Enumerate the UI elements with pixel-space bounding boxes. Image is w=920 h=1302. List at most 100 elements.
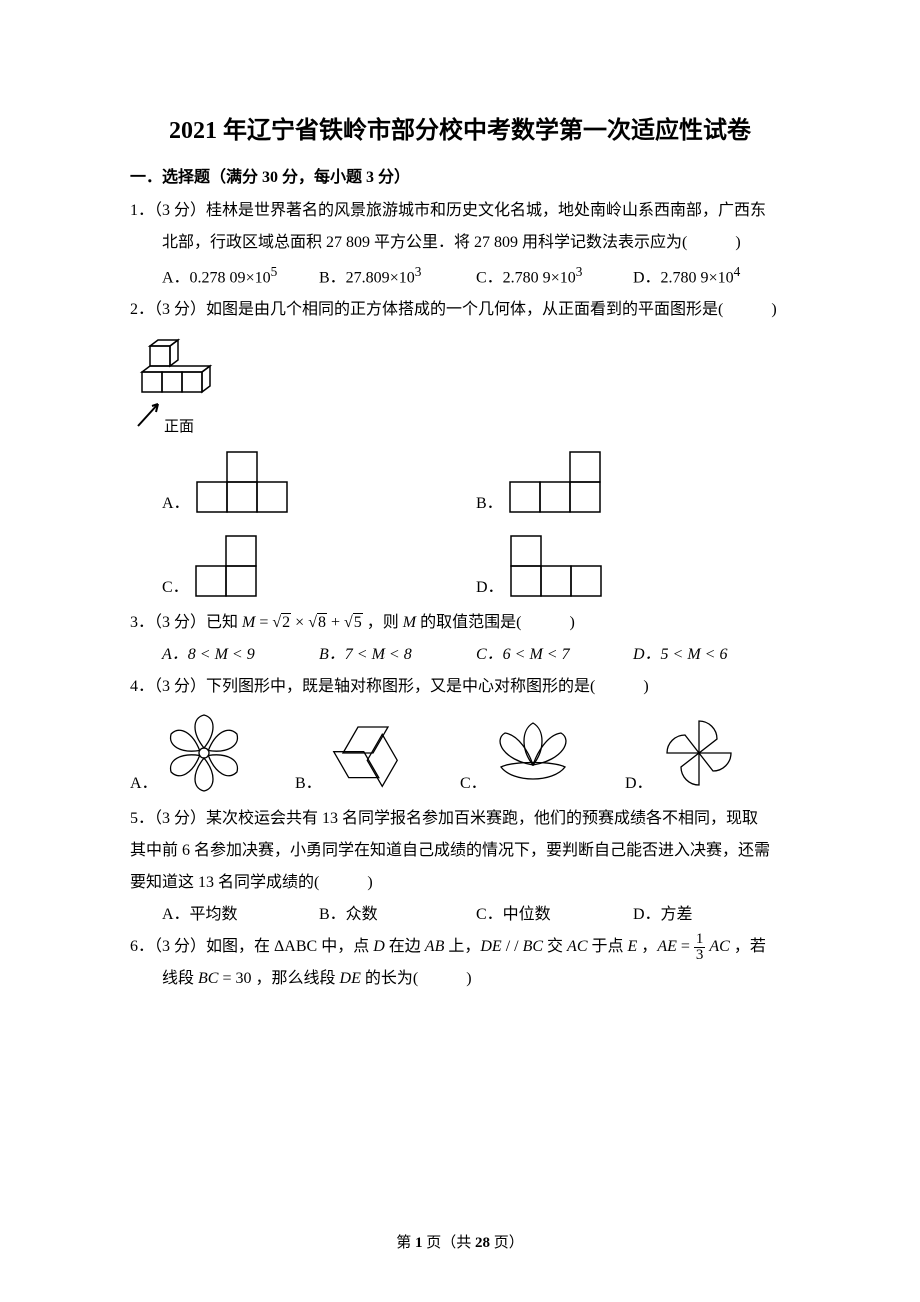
q6-eq2: = 30	[218, 970, 251, 987]
q4-labD: D．	[625, 769, 653, 793]
q2-text: 2．（3 分）如图是由几个相同的正方体搭成的一个几何体，从正面看到的平面图形是(	[130, 301, 723, 318]
q2-line: 2．（3 分）如图是由几个相同的正方体搭成的一个几何体，从正面看到的平面图形是(…	[130, 294, 790, 326]
q5-line1: 5．（3 分）某次校运会共有 13 名同学报名参加百米赛跑，他们的预赛成绩各不相…	[130, 803, 790, 835]
cubes-icon: 正面	[130, 336, 220, 441]
q6-tri: ΔABC	[274, 938, 317, 955]
q6-AB: AB	[425, 938, 445, 955]
q4-text: 4．（3 分）下列图形中，既是轴对称图形，又是中心对称图形的是(	[130, 678, 595, 695]
q2-labD: D．	[476, 573, 504, 597]
q6-DE: DE	[480, 938, 501, 955]
q1-options: A．0.278 09×105 B．27.809×103 C．2.780 9×10…	[130, 259, 790, 294]
q3-mid: ，则	[367, 614, 403, 631]
q4-options: A． B．	[130, 713, 790, 793]
blank-paren: )	[687, 234, 748, 251]
blank-paren: )	[418, 970, 479, 987]
section-heading: 一．选择题（满分 30 分，每小题 3 分）	[130, 163, 790, 187]
q5-options: A．平均数 B．众数 C．中位数 D．方差	[130, 899, 790, 931]
q6-den: 3	[694, 948, 706, 963]
q2-labB: B．	[476, 489, 503, 513]
q5-line3-text: 要知道这 13 名同学成绩的(	[130, 874, 319, 891]
q1-optC-exp: 3	[576, 264, 583, 279]
footer-total: 28	[475, 1235, 490, 1251]
watermark-icon: ::	[380, 650, 386, 661]
q2-shapeA	[196, 451, 288, 513]
q3-options: A．8 < M < 9 B．7 < M < 8 C．6 < M < 7 D．5 …	[130, 639, 790, 671]
q6-mid5: 于点	[592, 938, 628, 955]
q5-optA: A．平均数	[162, 899, 319, 931]
q4-optC: C．	[460, 713, 625, 793]
q1-optD: D．2.780 9×104	[633, 259, 790, 294]
q6-AE: AE	[657, 938, 677, 955]
q3-optC: C．6 < M < 7	[476, 639, 633, 671]
q1-optC: C．2.780 9×103	[476, 259, 633, 294]
q2-shapeC	[195, 535, 287, 597]
q3-line: 3．（3 分）已知 M = 2 × 8 + 5 ，则 M 的取值范围是( )	[130, 607, 790, 639]
page-footer: 第 1 页（共 28 页）	[0, 1231, 920, 1252]
q1-optD-exp: 4	[734, 264, 741, 279]
q4-labC: C．	[460, 769, 487, 793]
q2-shapeB	[509, 451, 601, 513]
q1-optC-pre: C．2.780 9	[476, 269, 551, 286]
q2-labC: C．	[162, 573, 189, 597]
blank-paren: )	[521, 614, 582, 631]
blank-paren: )	[595, 678, 656, 695]
q4-labA: A．	[130, 769, 158, 793]
q6-AC2: AC	[709, 938, 729, 955]
footer-mid: 页（共	[422, 1235, 475, 1251]
q5-optD: D．方差	[633, 899, 790, 931]
q3-post: 的取值范围是(	[420, 614, 521, 631]
q6-mid3: 上，	[448, 938, 480, 955]
q2-optD: D．	[476, 535, 790, 597]
q3-optA: A．8 < M < 9	[162, 639, 319, 671]
q6-E: E	[628, 938, 638, 955]
q6-l2c: 的长为(	[365, 970, 418, 987]
q2-optC: C．	[162, 535, 476, 597]
q1-line1: 1．（3 分）桂林是世界著名的风景旅游城市和历史文化名城，地处南岭山系西南部，广…	[130, 195, 790, 227]
q4-optA: A．	[130, 713, 295, 793]
q6-mid6: ，	[641, 938, 657, 955]
q6-mid7: ，若	[734, 938, 766, 955]
flower-icon	[162, 713, 247, 793]
q3-optD: D．5 < M < 6	[633, 639, 790, 671]
q4-line: 4．（3 分）下列图形中，既是轴对称图形，又是中心对称图形的是( )	[130, 671, 790, 703]
q5-line2: 其中前 6 名参加决赛，小勇同学在知道自己成绩的情况下，要判断自己能否进入决赛，…	[130, 835, 790, 867]
q6-l2a: 线段	[162, 970, 198, 987]
q6-par: / /	[502, 938, 523, 955]
q2-options: A． B． C．	[130, 451, 790, 597]
q5-optB: B．众数	[319, 899, 476, 931]
q4-labB: B．	[295, 769, 322, 793]
q1-optA-pre: A．0.278 09	[162, 269, 246, 286]
q6-mid4: 交	[547, 938, 567, 955]
blank-paren: )	[319, 874, 380, 891]
q1-optD-pre: D．2.780 9	[633, 269, 709, 286]
q2-labA: A．	[162, 489, 190, 513]
q1-optA-exp: 5	[271, 264, 278, 279]
q2-optB: B．	[476, 451, 790, 513]
q6-pre: 6．（3 分）如图，在	[130, 938, 274, 955]
q4-optB: B．	[295, 713, 460, 793]
q6-mid2: 在边	[389, 938, 425, 955]
q2-optA: A．	[162, 451, 476, 513]
q2-figure: 正面	[130, 336, 790, 441]
q6-AC: AC	[567, 938, 587, 955]
q6-D: D	[373, 938, 385, 955]
q1-optB-exp: 3	[415, 264, 422, 279]
q5-line3: 要知道这 13 名同学成绩的( )	[130, 867, 790, 899]
q6-line1: 6．（3 分）如图，在 ΔABC 中，点 D 在边 AB 上，DE / / BC…	[130, 931, 790, 963]
q6-num: 1	[694, 932, 706, 948]
q5-optC: C．中位数	[476, 899, 633, 931]
pinwheel-icon	[657, 713, 742, 793]
footer-suffix: 页）	[490, 1235, 524, 1251]
q4-optD: D．	[625, 713, 790, 793]
q1-line2-text: 北部，行政区域总面积 27 809 平方公里．将 27 809 用科学记数法表示…	[162, 234, 687, 251]
page-title: 2021 年辽宁省铁岭市部分校中考数学第一次适应性试卷	[130, 110, 790, 145]
footer-prefix: 第	[396, 1235, 415, 1251]
q3-optB: B．7 < M < 8	[319, 639, 476, 671]
q6-DE2: DE	[340, 970, 361, 987]
q1-optB-pre: B．27.809	[319, 269, 390, 286]
recycle-icon	[326, 713, 411, 793]
q3-pre: 3．（3 分）已知	[130, 614, 242, 631]
q6-line2: 线段 BC = 30 ，那么线段 DE 的长为( )	[130, 963, 790, 995]
q1-line2: 北部，行政区域总面积 27 809 平方公里．将 27 809 用科学记数法表示…	[130, 227, 790, 259]
blank-paren: )	[723, 301, 784, 318]
